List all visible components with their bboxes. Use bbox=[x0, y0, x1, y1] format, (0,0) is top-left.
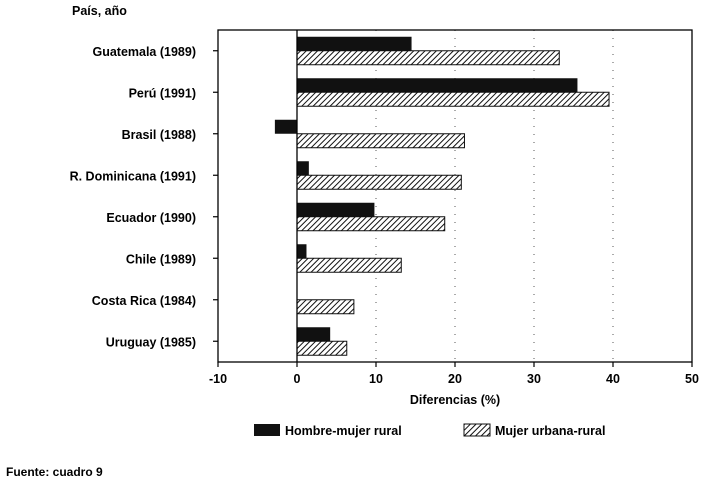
category-label: Perú (1991) bbox=[129, 86, 196, 100]
bar-mujer-urbana-rural bbox=[296, 91, 610, 107]
category-label: R. Dominicana (1991) bbox=[70, 169, 196, 183]
y-axis-title: País, año bbox=[72, 4, 127, 18]
bar-hombre-mujer-rural bbox=[297, 161, 309, 176]
bar-mujer-urbana-rural bbox=[296, 50, 560, 66]
bar-mujer-urbana-rural bbox=[296, 340, 348, 356]
x-tick-label: -10 bbox=[209, 372, 227, 386]
category-label: Guatemala (1989) bbox=[92, 45, 196, 59]
axes-group bbox=[213, 29, 693, 367]
source-note: Fuente: cuadro 9 bbox=[6, 465, 103, 479]
x-tick-label: 50 bbox=[685, 372, 699, 386]
x-tick-label: 0 bbox=[294, 372, 301, 386]
bar-mujer-urbana-rural bbox=[296, 216, 446, 232]
bar-mujer-urbana-rural bbox=[296, 133, 465, 149]
legend-label-hombre-mujer-rural: Hombre-mujer rural bbox=[285, 424, 402, 438]
bar-mujer-urbana-rural bbox=[296, 257, 402, 273]
x-axis-label: Diferencias (%) bbox=[410, 393, 500, 407]
category-label: Uruguay (1985) bbox=[106, 335, 196, 349]
x-tick-label: 30 bbox=[527, 372, 541, 386]
legend-swatch-hombre-mujer-rural bbox=[254, 424, 280, 436]
bar-hombre-mujer-rural bbox=[274, 119, 297, 134]
x-tick-label: 40 bbox=[606, 372, 620, 386]
x-tick-label: 20 bbox=[448, 372, 462, 386]
bar-mujer-urbana-rural bbox=[296, 299, 355, 315]
bar-hombre-mujer-rural bbox=[297, 244, 307, 259]
bar-hombre-mujer-rural bbox=[297, 78, 578, 93]
legend-swatch-mujer-urbana-rural bbox=[463, 423, 491, 437]
bar-hombre-mujer-rural bbox=[297, 202, 375, 217]
category-label: Costa Rica (1984) bbox=[92, 294, 196, 308]
category-labels: Guatemala (1989) Perú (1991) Brasil (1988)… bbox=[70, 45, 196, 350]
bar-hombre-mujer-rural bbox=[297, 327, 331, 342]
category-label: Ecuador (1990) bbox=[106, 211, 196, 225]
category-label: Brasil (1988) bbox=[122, 128, 196, 142]
legend: Hombre-mujer rural Mujer urbana-rural bbox=[254, 423, 605, 438]
category-label: Chile (1989) bbox=[126, 252, 196, 266]
bar-hombre-mujer-rural bbox=[297, 36, 412, 51]
tick-labels: -10 0 10 20 30 40 50 bbox=[209, 372, 699, 386]
bars-group bbox=[274, 36, 610, 356]
legend-label-mujer-urbana-rural: Mujer urbana-rural bbox=[495, 424, 605, 438]
bar-mujer-urbana-rural bbox=[296, 174, 462, 190]
x-tick-label: 10 bbox=[369, 372, 383, 386]
